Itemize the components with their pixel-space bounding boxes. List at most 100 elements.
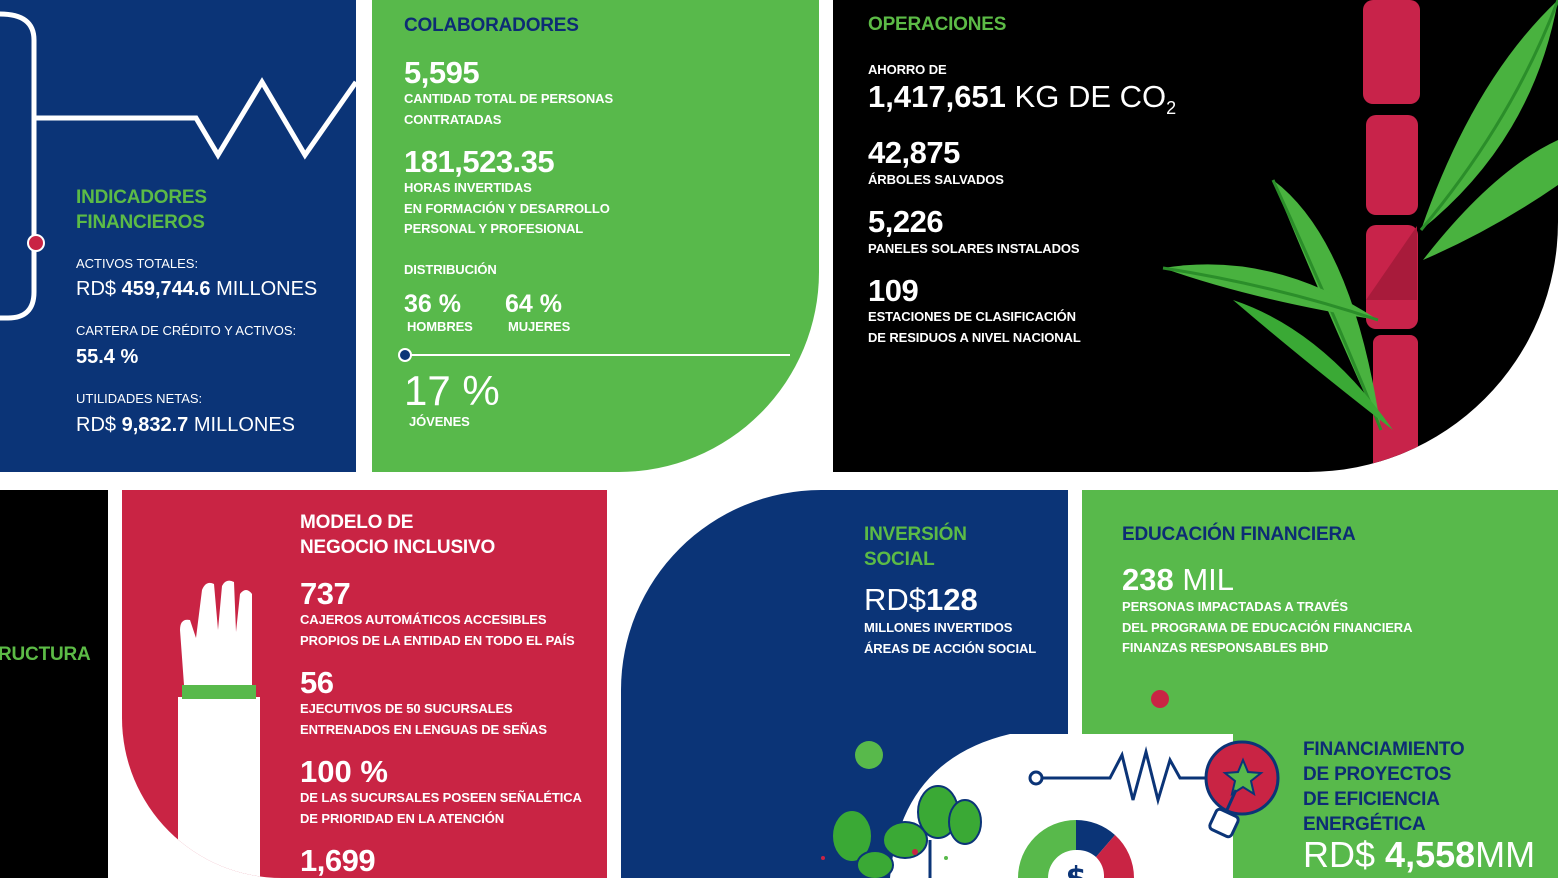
financial-title-line2: FINANCIEROS [76, 212, 205, 233]
energy-value-unit: MM [1475, 834, 1536, 875]
total-assets-value: RD$ 459,744.6 MILLONES [76, 276, 317, 302]
operations-panel: OPERACIONES AHORRO DE 1,417,651 KG DE CO… [833, 0, 1558, 472]
trees-value: 42,875 [868, 135, 960, 170]
exec-label-part1: EJECUTIVOS DE [300, 701, 403, 716]
men-value: 36 % [404, 290, 461, 318]
social-value-prefix: RD$ [864, 582, 927, 617]
staff-total-label-line1: CANTIDAD TOTAL DE PERSONAS [404, 91, 614, 106]
education-label: PERSONAS IMPACTADAS A TRAVÉS DEL PROGRAM… [1122, 597, 1412, 659]
exec-label: EJECUTIVOS DE 50 SUCURSALES ENTRENADOS E… [300, 699, 547, 740]
stations-value: 109 [868, 273, 919, 308]
raised-hand-icon [178, 580, 260, 878]
panels-label: PANELES SOLARES INSTALADOS [868, 241, 1080, 256]
education-title: EDUCACIÓN FINANCIERA [1122, 524, 1356, 545]
energy-title: FINANCIAMIENTO DE PROYECTOS DE EFICIENCI… [1303, 737, 1465, 837]
trees-label: ÁRBOLES SALVADOS [868, 172, 1004, 187]
inclusive-title-line2: NEGOCIO INCLUSIVO [300, 537, 496, 558]
women-label: MUJERES [508, 319, 571, 334]
branches-value: 100 % [300, 754, 388, 789]
collaborators-title: COLABORADORES [404, 15, 579, 36]
social-label-line2: ÁREAS DE ACCIÓN SOCIAL [864, 640, 1037, 656]
distribution-label: DISTRIBUCIÓN [404, 262, 497, 277]
men-label: HOMBRES [407, 319, 473, 334]
energy-value-prefix: RD$ [1303, 834, 1376, 875]
energy-value: RD$ 4,558MM [1303, 834, 1535, 876]
net-income-value: RD$ 9,832.7 MILLONES [76, 412, 295, 438]
operations-title: OPERACIONES [868, 14, 1007, 35]
energy-title-line4: ENERGÉTICA [1303, 814, 1426, 835]
social-value-number: 128 [926, 582, 978, 617]
training-hours-label-line2: EN FORMACIÓN Y DESARROLLO [404, 200, 610, 216]
co2-savings-label: AHORRO DE [868, 62, 947, 77]
education-label-line1: PERSONAS IMPACTADAS A TRAVÉS [1122, 599, 1348, 614]
bamboo-icon [1162, 0, 1558, 472]
education-label-line3: FINANZAS RESPONSABLES BHD [1122, 640, 1329, 655]
exec-value: 56 [300, 665, 334, 700]
education-value: 238 MIL [1122, 562, 1234, 598]
atm-label-line1: CAJEROS AUTOMÁTICOS ACCESIBLES [300, 612, 547, 627]
energy-title-line1: FINANCIAMIENTO [1303, 739, 1465, 760]
inclusive-title: MODELO DE NEGOCIO INCLUSIVO [300, 510, 495, 560]
education-value-unit: MIL [1182, 562, 1235, 597]
social-value: RD$128 [864, 582, 978, 618]
energy-title-line2: DE PROYECTOS [1303, 764, 1452, 785]
heartbeat-line-icon [0, 11, 356, 321]
training-hours-label: HORAS INVERTIDAS EN FORMACIÓN Y DESARROL… [404, 178, 610, 240]
education-label-line2: DEL PROGRAMA DE EDUCACIÓN FINANCIERA [1122, 619, 1413, 635]
exec-label-branches-count: 50 [406, 701, 421, 716]
stations-label-line1: ESTACIONES DE CLASIFICACIÓN [868, 309, 1076, 324]
total-assets-label: ACTIVOS TOTALES: [76, 256, 199, 271]
exec-label-line1: EJECUTIVOS DE 50 SUCURSALES [300, 699, 547, 720]
energy-title-line3: DE EFICIENCIA [1303, 789, 1440, 810]
financial-title-line1: INDICADORES [76, 187, 207, 208]
co2-savings-value: 1,417,651 KG DE CO2 [868, 79, 1176, 126]
social-label: MILLONES INVERTIDOS ÁREAS DE ACCIÓN SOCI… [864, 618, 1036, 659]
net-income-number: 9,832.7 [121, 414, 189, 436]
divider-line [398, 348, 790, 362]
branches-label: DE LAS SUCURSALES POSEEN SEÑALÉTICA DE P… [300, 788, 582, 829]
social-panel: INVERSIÓN SOCIAL RD$128 MILLONES INVERTI… [621, 490, 1068, 878]
co2-savings-number: 1,417,651 [868, 79, 1006, 114]
branches-label-line2: DE PRIORIDAD EN LA ATENCIÓN [300, 810, 505, 826]
exec-label-part3: SUCURSALES [424, 701, 513, 716]
credit-label: CARTERA DE CRÉDITO Y ACTIVOS: [76, 323, 297, 338]
atm-label: CAJEROS AUTOMÁTICOS ACCESIBLES PROPIOS D… [300, 610, 575, 651]
stations-label-line2: DE RESIDUOS A NIVEL NACIONAL [868, 329, 1081, 345]
training-hours-label-line1: HORAS INVERTIDAS [404, 180, 532, 195]
net-income-label: UTILIDADES NETAS: [76, 391, 203, 406]
credit-value: 55.4 % [76, 346, 139, 368]
exec-label-line2: ENTRENADOS EN LENGUAS DE SEÑAS [300, 721, 547, 737]
collaborators-panel: COLABORADORES 5,595 CANTIDAD TOTAL DE PE… [372, 0, 819, 472]
co2-savings-unit: KG DE CO [1014, 79, 1167, 114]
training-hours-value: 181,523.35 [404, 144, 555, 179]
atm-value: 737 [300, 576, 351, 611]
stations-label: ESTACIONES DE CLASIFICACIÓN DE RESIDUOS … [868, 307, 1081, 348]
panels-value: 5,226 [868, 204, 944, 239]
total-assets-unit: MILLONES [216, 278, 318, 300]
staff-total-label-line2: CONTRATADAS [404, 111, 502, 127]
inclusive-panel: MODELO DE NEGOCIO INCLUSIVO 737 CAJEROS … [122, 490, 607, 878]
co2-subscript: 2 [1166, 98, 1177, 119]
social-title: INVERSIÓN SOCIAL [864, 522, 967, 572]
inclusive-title-line1: MODELO DE [300, 512, 414, 533]
youth-value: 17 % [404, 367, 500, 414]
staff-total-label: CANTIDAD TOTAL DE PERSONAS CONTRATADAS [404, 89, 613, 130]
net-income-prefix: RD$ [76, 414, 117, 436]
women-value: 64 % [505, 290, 562, 318]
social-title-line2: SOCIAL [864, 549, 935, 570]
education-value-number: 238 [1122, 562, 1174, 597]
branches-label-line1: DE LAS SUCURSALES POSEEN SEÑALÉTICA [300, 790, 582, 805]
infrastructure-title: RUCTURA [0, 644, 91, 665]
total-assets-prefix: RD$ [76, 278, 117, 300]
staff-total-value: 5,595 [404, 55, 480, 90]
social-title-line1: INVERSIÓN [864, 524, 967, 545]
infrastructure-panel: RUCTURA [0, 490, 108, 878]
social-label-line1: MILLONES INVERTIDOS [864, 620, 1013, 635]
training-hours-label-line3: PERSONAL Y PROFESIONAL [404, 221, 584, 236]
financial-panel: INDICADORES FINANCIEROS ACTIVOS TOTALES:… [0, 0, 356, 472]
extra-value: 1,699 [300, 843, 376, 878]
energy-value-number: 4,558 [1385, 834, 1476, 875]
youth-label: JÓVENES [409, 414, 470, 429]
net-income-unit: MILLONES [193, 414, 296, 436]
atm-label-line2: PROPIOS DE LA ENTIDAD EN TODO EL PAÍS [300, 632, 575, 648]
